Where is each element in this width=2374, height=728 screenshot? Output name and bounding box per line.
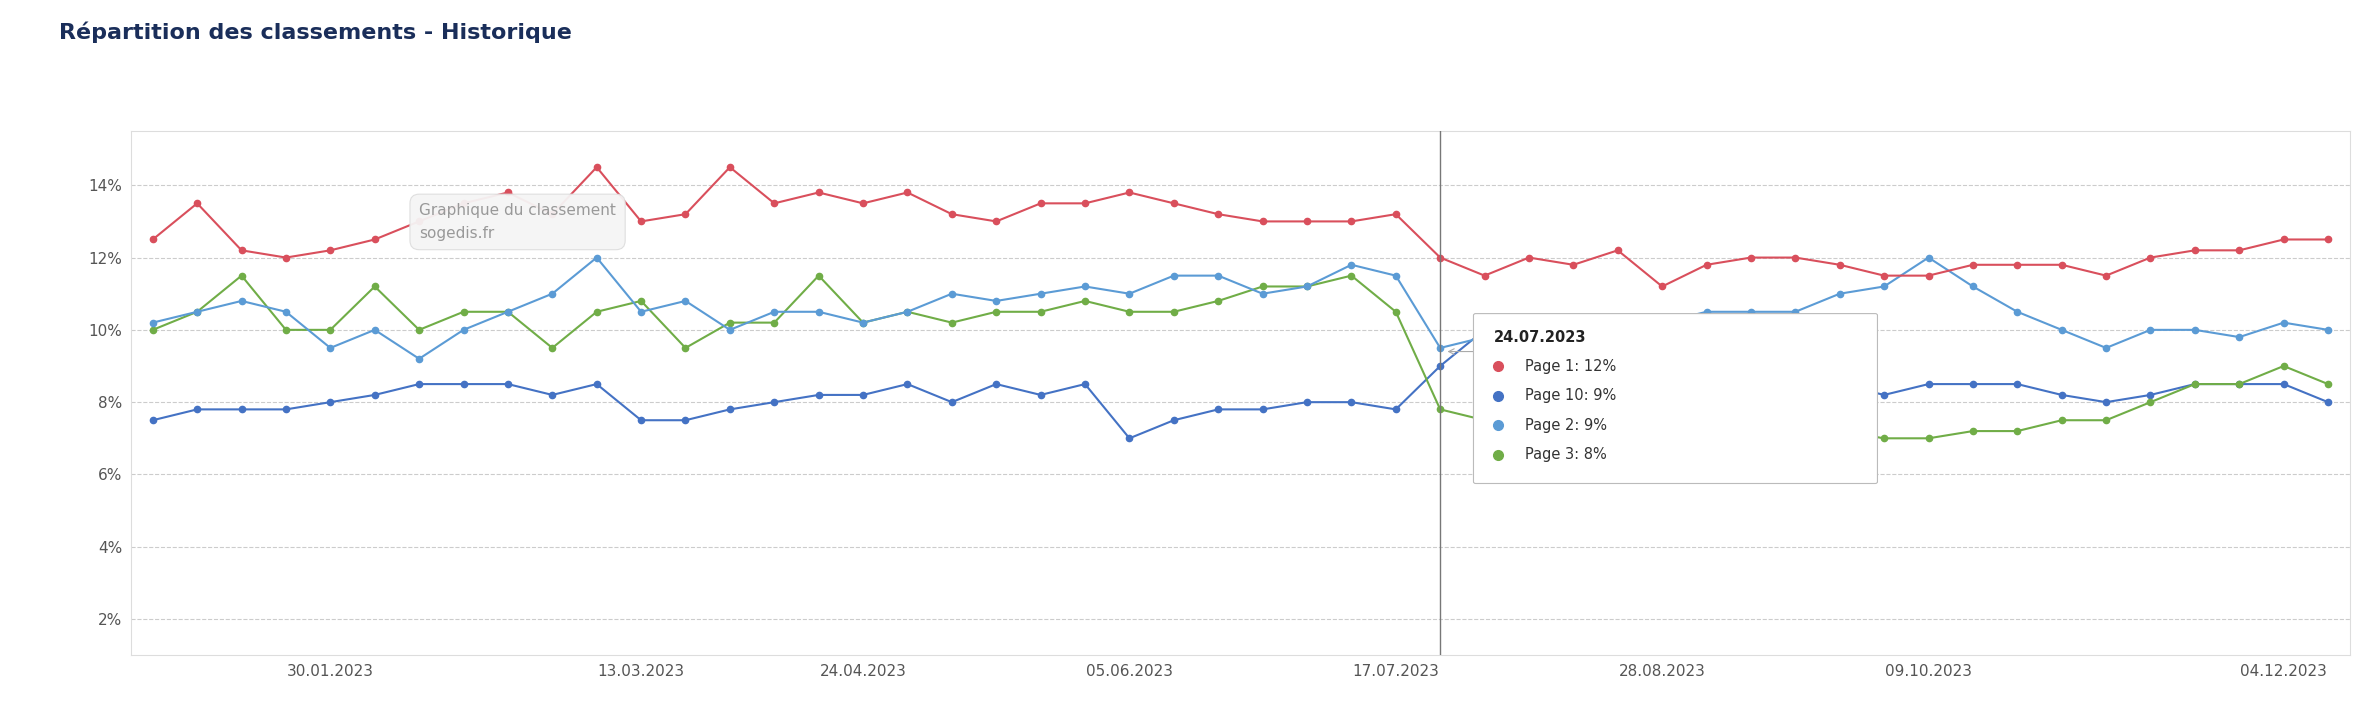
Text: Page 1: 12%: Page 1: 12% xyxy=(1524,358,1617,373)
Text: Page 3: 8%: Page 3: 8% xyxy=(1524,448,1607,462)
FancyBboxPatch shape xyxy=(1474,314,1878,483)
Text: Répartition des classements - Historique: Répartition des classements - Historique xyxy=(59,22,572,44)
Text: Graphique du classement
sogedis.fr: Graphique du classement sogedis.fr xyxy=(420,203,615,240)
Text: Page 10: 9%: Page 10: 9% xyxy=(1524,388,1617,403)
Text: 24.07.2023: 24.07.2023 xyxy=(1493,330,1586,344)
Text: Page 2: 9%: Page 2: 9% xyxy=(1524,418,1607,432)
